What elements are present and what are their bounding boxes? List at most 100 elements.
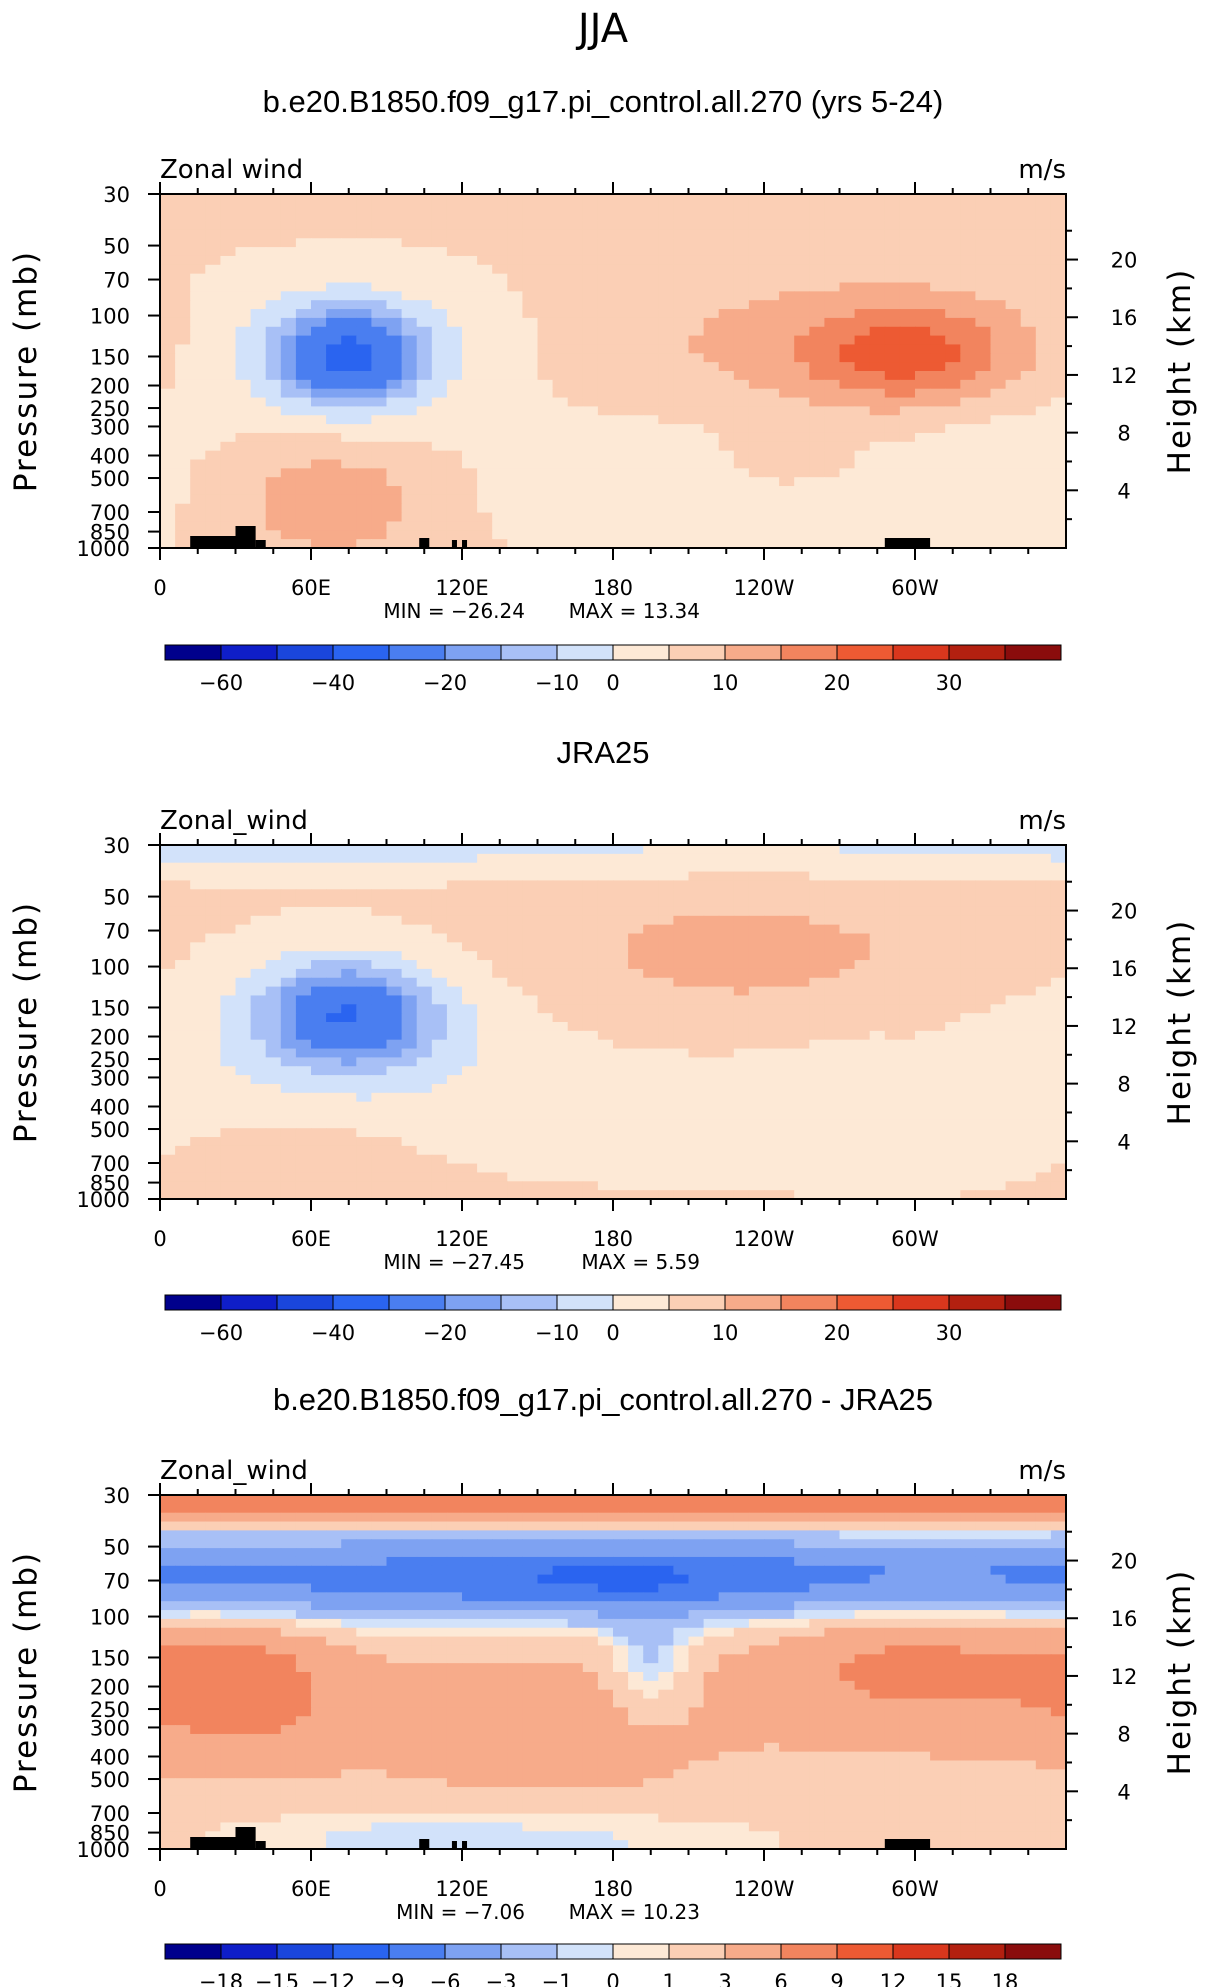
field-cell <box>220 1057 237 1067</box>
field-cell <box>431 915 448 926</box>
field-cell <box>779 977 795 988</box>
field-cell <box>205 1092 221 1103</box>
field-cell <box>311 220 327 230</box>
field-cell <box>718 468 735 478</box>
field-cell <box>371 995 388 1005</box>
field-cell <box>401 459 418 469</box>
field-cell <box>431 845 448 855</box>
field-cell <box>341 459 357 469</box>
field-cell <box>748 521 765 531</box>
field-cell <box>613 317 629 328</box>
field-cell <box>235 1190 252 1200</box>
field-cell <box>779 1013 795 1023</box>
field-cell <box>869 1172 886 1182</box>
field-cell <box>567 530 584 540</box>
field-cell <box>205 335 221 346</box>
field-cell <box>643 238 659 248</box>
field-cell <box>673 503 690 514</box>
field-cell <box>930 1119 946 1129</box>
field-cell <box>1035 247 1052 257</box>
field-cell <box>416 880 433 890</box>
field-cell <box>764 889 780 899</box>
field-cell <box>507 317 523 328</box>
field-cell <box>930 379 946 390</box>
field-cell <box>431 871 448 881</box>
field-cell <box>250 1119 267 1129</box>
field-cell <box>869 530 886 540</box>
field-cell <box>477 264 493 275</box>
field-cell <box>1020 1154 1037 1165</box>
field-cell <box>597 282 614 292</box>
field-cell <box>265 951 282 961</box>
field-cell <box>462 1030 478 1041</box>
field-cell <box>507 300 523 310</box>
field-cell <box>160 1181 176 1191</box>
field-cell <box>733 371 750 381</box>
field-cell <box>915 202 931 213</box>
field-cell <box>1050 1083 1067 1094</box>
field-cell <box>371 326 388 337</box>
field-cell <box>673 1137 690 1147</box>
field-cell <box>401 924 418 935</box>
field-cell <box>854 1128 871 1138</box>
field-cell <box>265 512 282 523</box>
field-cell <box>869 512 886 523</box>
field-cell <box>809 880 825 890</box>
field-cell <box>522 889 539 899</box>
field-cell <box>899 1119 916 1129</box>
field-cell <box>311 273 327 284</box>
field-cell <box>311 1075 327 1085</box>
field-cell <box>1050 468 1067 478</box>
colorbar-swatch <box>836 644 894 661</box>
field-cell <box>175 871 191 881</box>
field-cell <box>628 459 644 469</box>
field-cell <box>1035 521 1052 531</box>
field-cell <box>899 977 916 988</box>
field-cell <box>764 459 780 469</box>
field-cell <box>899 432 916 443</box>
field-cell <box>643 450 659 461</box>
field-cell <box>462 1154 478 1165</box>
field-cell <box>1005 1119 1022 1129</box>
field-cell <box>688 995 705 1005</box>
field-cell <box>190 898 206 908</box>
field-cell <box>416 344 433 354</box>
field-cell <box>401 397 418 407</box>
field-cell <box>899 530 916 540</box>
field-cell <box>809 247 825 257</box>
field-cell <box>522 924 539 935</box>
field-cell <box>416 1101 433 1112</box>
field-cell <box>1050 933 1067 943</box>
field-cell <box>341 521 357 531</box>
field-cell <box>446 494 463 505</box>
field-cell <box>703 942 720 952</box>
field-cell <box>507 977 523 988</box>
field-cell <box>431 924 448 935</box>
field-cell <box>371 379 388 390</box>
field-cell <box>718 450 735 461</box>
field-cell <box>975 441 992 452</box>
field-cell <box>280 1022 297 1032</box>
field-cell <box>401 1075 418 1085</box>
field-cell <box>537 229 554 239</box>
field-cell <box>748 1119 765 1129</box>
field-cell <box>899 1039 916 1050</box>
field-cell <box>160 845 176 855</box>
field-cell <box>703 915 720 926</box>
field-cell <box>552 432 569 443</box>
field-cell <box>764 273 780 284</box>
field-cell <box>371 1013 388 1023</box>
field-cell <box>688 202 705 213</box>
field-cell <box>975 951 992 961</box>
field-cell <box>794 915 810 926</box>
field-cell <box>990 335 1007 346</box>
field-cell <box>688 977 705 988</box>
field-cell <box>748 1039 765 1050</box>
field-cell <box>899 1092 916 1103</box>
field-cell <box>824 1137 841 1147</box>
field-cell <box>854 264 871 275</box>
field-cell <box>311 494 327 505</box>
field-cell <box>990 995 1007 1005</box>
field-cell <box>1050 432 1067 443</box>
field-cell <box>265 889 282 899</box>
